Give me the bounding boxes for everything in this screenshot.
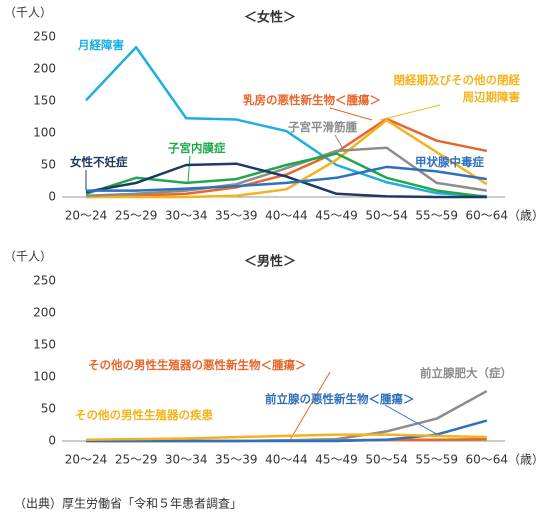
y-tick-label: 50 xyxy=(41,402,56,416)
leader-line xyxy=(329,107,373,121)
y-axis-label: （千人） xyxy=(4,6,52,20)
y-tick-label: 200 xyxy=(33,62,56,76)
chart-title: ＜女性＞ xyxy=(244,10,296,26)
y-tick-label: 200 xyxy=(33,306,56,320)
series-line xyxy=(85,146,487,197)
y-tick-label: 0 xyxy=(48,434,56,448)
series-label: 甲状腺中毒症 xyxy=(415,155,484,169)
series-label: 子宮内膜症 xyxy=(168,141,226,155)
series-label: 女性不妊症 xyxy=(70,155,128,169)
y-axis-label: （千人） xyxy=(4,250,52,264)
x-tick-label: 35～39 xyxy=(215,209,258,223)
series-line xyxy=(86,118,488,199)
x-tick-label: 55～59 xyxy=(415,209,458,223)
x-tick-label: 60～64 xyxy=(466,453,509,467)
series-line xyxy=(86,165,487,192)
x-axis-label: （歳） xyxy=(508,209,541,223)
y-tick-label: 100 xyxy=(33,370,56,384)
y-tick-label: 250 xyxy=(33,30,56,44)
x-tick-label: 40～44 xyxy=(265,453,308,467)
leader-line xyxy=(289,371,331,441)
series-label: 月経障害 xyxy=(77,38,124,52)
leader-line xyxy=(334,134,346,153)
y-tick-label: 150 xyxy=(33,94,56,108)
x-tick-label: 45～49 xyxy=(315,209,358,223)
series-line xyxy=(85,152,487,199)
x-tick-label: 20～24 xyxy=(65,209,108,223)
x-tick-label: 45～49 xyxy=(315,453,358,467)
leader-line xyxy=(187,155,191,183)
leader-line xyxy=(384,404,441,437)
source: （出典）厚生労働省「令和５年患者調査」 xyxy=(14,496,242,511)
series-label: 前立腺の悪性新生物＜腫瘍＞ xyxy=(265,392,415,406)
series-label: その他の男性生殖器の疾患 xyxy=(75,408,213,422)
chart-title: ＜男性＞ xyxy=(244,254,296,270)
series-label: 前立腺肥大（症） xyxy=(420,366,512,380)
y-tick-label: 100 xyxy=(33,126,56,140)
x-tick-label: 55～59 xyxy=(415,453,458,467)
series-label: 乳房の悪性新生物＜腫瘍＞ xyxy=(243,93,381,107)
leader-line xyxy=(379,104,441,121)
x-tick-label: 50～54 xyxy=(365,209,408,223)
series-label: 閉経期及びその他の閉経周辺期障害 xyxy=(394,73,521,104)
x-tick-label: 25～29 xyxy=(115,209,158,223)
x-tick-label: 30～34 xyxy=(165,453,208,467)
series-label: その他の男性生殖器の悪性新生物＜腫瘍＞ xyxy=(88,358,307,372)
y-tick-label: 150 xyxy=(33,338,56,352)
series-line xyxy=(85,433,487,441)
series-label: 子宮平滑筋腫 xyxy=(288,120,357,134)
x-tick-label: 40～44 xyxy=(265,209,308,223)
series-line xyxy=(85,45,487,198)
x-tick-label: 25～29 xyxy=(115,453,158,467)
x-axis-label: （歳） xyxy=(508,453,541,467)
y-tick-label: 0 xyxy=(48,190,56,204)
series-line xyxy=(85,117,488,199)
y-tick-label: 50 xyxy=(41,158,56,172)
y-tick-label: 250 xyxy=(33,274,56,288)
x-tick-label: 50～54 xyxy=(365,453,408,467)
x-tick-label: 20～24 xyxy=(65,453,108,467)
x-tick-label: 35～39 xyxy=(215,453,258,467)
x-tick-label: 60～64 xyxy=(466,209,509,223)
series-line xyxy=(85,162,487,199)
x-tick-label: 30～34 xyxy=(165,209,208,223)
